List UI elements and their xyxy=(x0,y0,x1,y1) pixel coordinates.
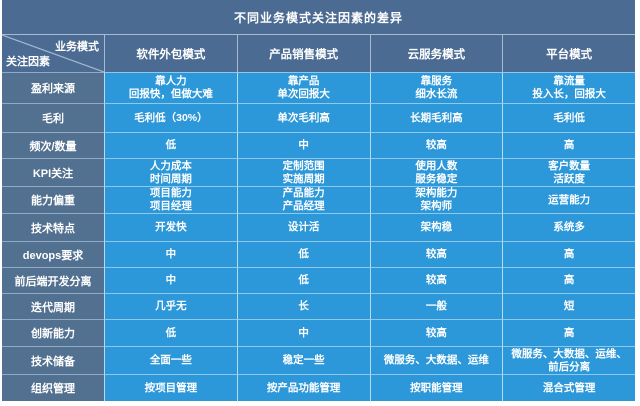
table-cell: 混合式管理 xyxy=(502,374,635,401)
table-cell: 设计活 xyxy=(236,213,370,241)
table-cell: 微服务、大数据、运维 xyxy=(369,346,503,374)
table-cell: 毛利低 xyxy=(502,103,635,132)
table-cell: 低 xyxy=(236,241,370,267)
table-row: 创新能力 低 中 较高 高 xyxy=(2,319,635,346)
diagonal-divider-line xyxy=(2,35,104,72)
table-cell: 低 xyxy=(236,267,370,293)
table-row: 组织管理 按项目管理 按产品功能管理 按职能管理 混合式管理 xyxy=(2,374,635,401)
table-cell: 高 xyxy=(502,267,635,293)
table-row: devops要求 中 低 较高 高 xyxy=(2,241,635,267)
corner-label-focus-factor: 关注因素 xyxy=(6,56,50,68)
row-label: 创新能力 xyxy=(2,319,104,346)
table-cell: 长期毛利高 xyxy=(369,103,503,132)
business-model-comparison-table: 不同业务模式关注因素的差异 业务模式 关注因素 软件外包模式 产品销售模式 云服… xyxy=(2,0,635,401)
column-header-platform: 平台模式 xyxy=(502,34,635,72)
table-cell: 定制范围 实施周期 xyxy=(236,158,370,186)
table-cell: 高 xyxy=(502,319,635,346)
table-cell: 中 xyxy=(104,241,237,267)
table-cell: 运营能力 xyxy=(502,186,635,213)
table-cell: 长 xyxy=(236,293,370,319)
column-header-outsourcing: 软件外包模式 xyxy=(104,34,237,72)
table-row: 前后端开发分离 中 低 较高 高 xyxy=(2,267,635,293)
corner-cell: 业务模式 关注因素 xyxy=(2,34,104,72)
table-row: 频次/数量 低 中 较高 高 xyxy=(2,132,635,158)
table-cell: 按产品功能管理 xyxy=(236,374,370,401)
table-cell: 中 xyxy=(236,319,370,346)
table-cell: 客户数量 活跃度 xyxy=(502,158,635,186)
table-row: 技术特点 开发快 设计活 架构稳 系统多 xyxy=(2,213,635,241)
row-label: 技术储备 xyxy=(2,346,104,374)
table-cell: 高 xyxy=(502,132,635,158)
table-cell: 架构稳 xyxy=(369,213,503,241)
table-cell: 人力成本 时间周期 xyxy=(104,158,237,186)
table-cell: 靠流量 投入长，回报大 xyxy=(502,72,635,103)
table-cell: 开发快 xyxy=(104,213,237,241)
column-header-cloud-service: 云服务模式 xyxy=(369,34,503,72)
table-cell: 短 xyxy=(502,293,635,319)
table-row: 毛利 毛利低（30%） 单次毛利高 长期毛利高 毛利低 xyxy=(2,103,635,132)
table-cell: 按职能管理 xyxy=(369,374,503,401)
row-label: 能力偏重 xyxy=(2,186,104,213)
table-cell: 产品能力 产品经理 xyxy=(236,186,370,213)
header-row: 业务模式 关注因素 软件外包模式 产品销售模式 云服务模式 平台模式 xyxy=(2,34,635,72)
table-cell: 单次毛利高 xyxy=(236,103,370,132)
table-cell: 较高 xyxy=(369,319,503,346)
table-cell: 靠服务 细水长流 xyxy=(369,72,503,103)
table-cell: 低 xyxy=(104,132,237,158)
table-title: 不同业务模式关注因素的差异 xyxy=(2,0,635,34)
table-cell: 较高 xyxy=(369,132,503,158)
row-label: KPI关注 xyxy=(2,158,104,186)
table-row: 能力偏重 项目能力 项目经理 产品能力 产品经理 架构能力 架构师 运营能力 xyxy=(2,186,635,213)
table-cell: 高 xyxy=(502,241,635,267)
table-cell: 毛利低（30%） xyxy=(104,103,237,132)
row-label: 频次/数量 xyxy=(2,132,104,158)
table-cell: 稳定一些 xyxy=(236,346,370,374)
row-label: devops要求 xyxy=(2,241,104,267)
table-cell: 低 xyxy=(104,319,237,346)
row-label: 前后端开发分离 xyxy=(2,267,104,293)
table-cell: 项目能力 项目经理 xyxy=(104,186,237,213)
column-header-product-sales: 产品销售模式 xyxy=(236,34,370,72)
table-cell: 按项目管理 xyxy=(104,374,237,401)
table-cell: 系统多 xyxy=(502,213,635,241)
table-cell: 中 xyxy=(236,132,370,158)
table-cell: 架构能力 架构师 xyxy=(369,186,503,213)
table-row: 盈利来源 靠人力 回报快，但做大难 靠产品 单次回报大 靠服务 细水长流 靠流量… xyxy=(2,72,635,103)
row-label: 技术特点 xyxy=(2,213,104,241)
row-label: 盈利来源 xyxy=(2,72,104,103)
table-row: KPI关注 人力成本 时间周期 定制范围 实施周期 使用人数 服务稳定 客户数量… xyxy=(2,158,635,186)
table-row: 技术储备 全面一些 稳定一些 微服务、大数据、运维 微服务、大数据、运维、前后分… xyxy=(2,346,635,374)
table-cell: 几乎无 xyxy=(104,293,237,319)
table-cell: 靠产品 单次回报大 xyxy=(236,72,370,103)
table-cell: 使用人数 服务稳定 xyxy=(369,158,503,186)
row-label: 毛利 xyxy=(2,103,104,132)
corner-label-business-model: 业务模式 xyxy=(55,41,99,53)
table-cell: 微服务、大数据、运维、前后分离 xyxy=(502,346,635,374)
table-cell: 靠人力 回报快，但做大难 xyxy=(104,72,237,103)
table-cell: 较高 xyxy=(369,241,503,267)
row-label: 迭代周期 xyxy=(2,293,104,319)
table-cell: 一般 xyxy=(369,293,503,319)
table-cell: 中 xyxy=(104,267,237,293)
table-cell: 较高 xyxy=(369,267,503,293)
row-label: 组织管理 xyxy=(2,374,104,401)
table-cell: 全面一些 xyxy=(104,346,237,374)
table-row: 迭代周期 几乎无 长 一般 短 xyxy=(2,293,635,319)
